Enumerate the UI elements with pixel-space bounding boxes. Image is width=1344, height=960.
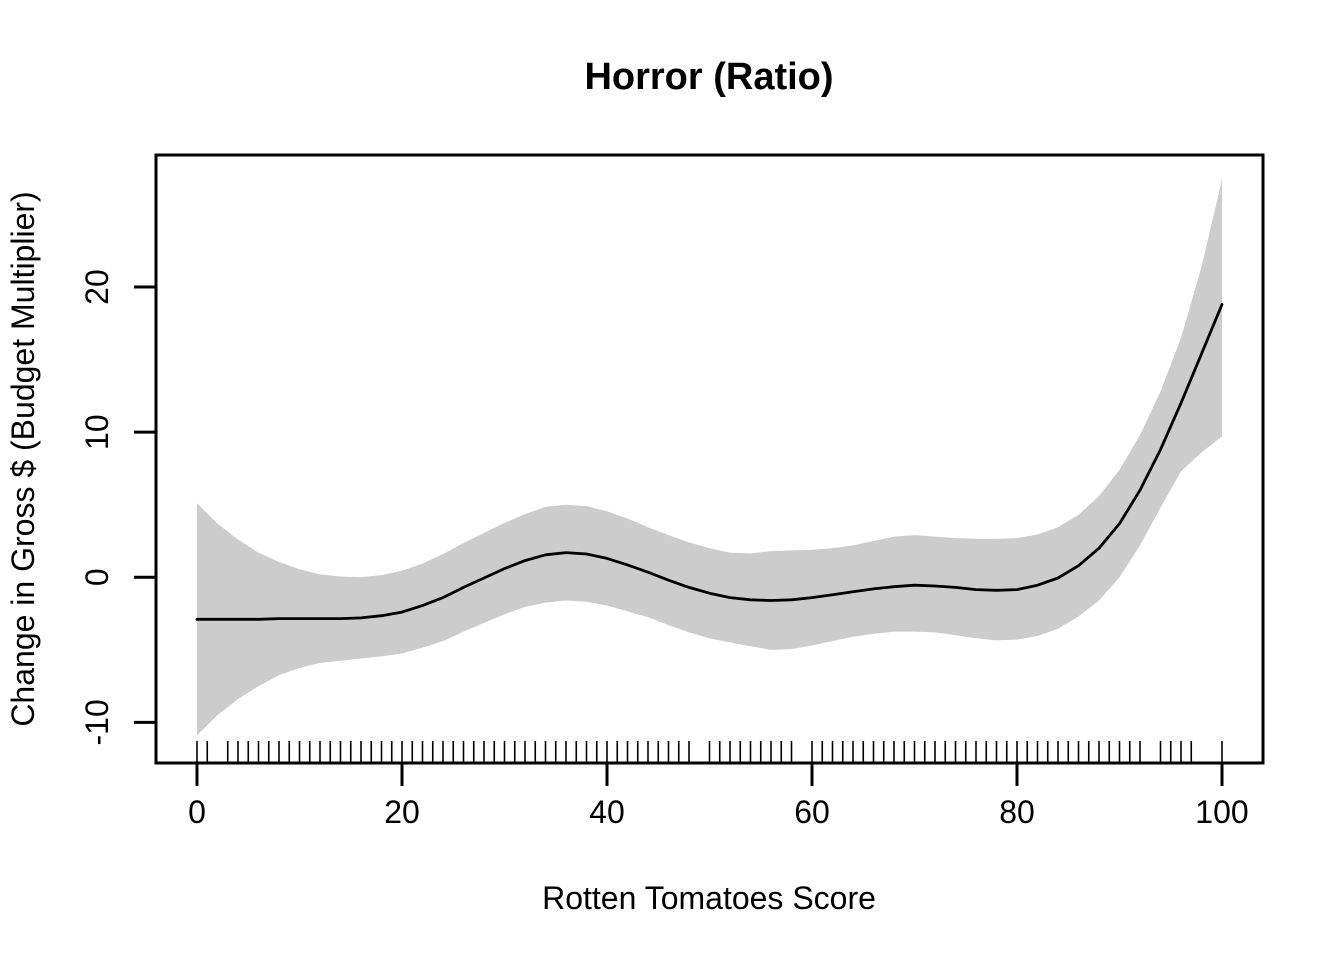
chart-layers: 0 20 40 60 80 100 -10 0 10 20 (79, 153, 1265, 830)
plot-box (154, 153, 1265, 765)
x-axis-title: Rotten Tomatoes Score (542, 880, 876, 916)
x-tick-label: 100 (1195, 794, 1248, 830)
y-tick-label: 20 (79, 269, 115, 305)
confidence-band (197, 179, 1222, 736)
y-tick-label: -10 (79, 699, 115, 745)
x-tick-label: 20 (384, 794, 420, 830)
y-axis-title: Change in Gross $ (Budget Multiplier) (5, 191, 41, 726)
chart-title: Horror (Ratio) (584, 56, 833, 98)
smooth-fit-line (195, 303, 1224, 621)
x-tick-label: 0 (188, 794, 206, 830)
x-tick-label: 80 (999, 794, 1035, 830)
x-tick-label: 40 (589, 794, 625, 830)
y-tick-label: 0 (79, 568, 115, 586)
x-tick-label: 60 (794, 794, 830, 830)
y-tick-label: 10 (79, 414, 115, 450)
